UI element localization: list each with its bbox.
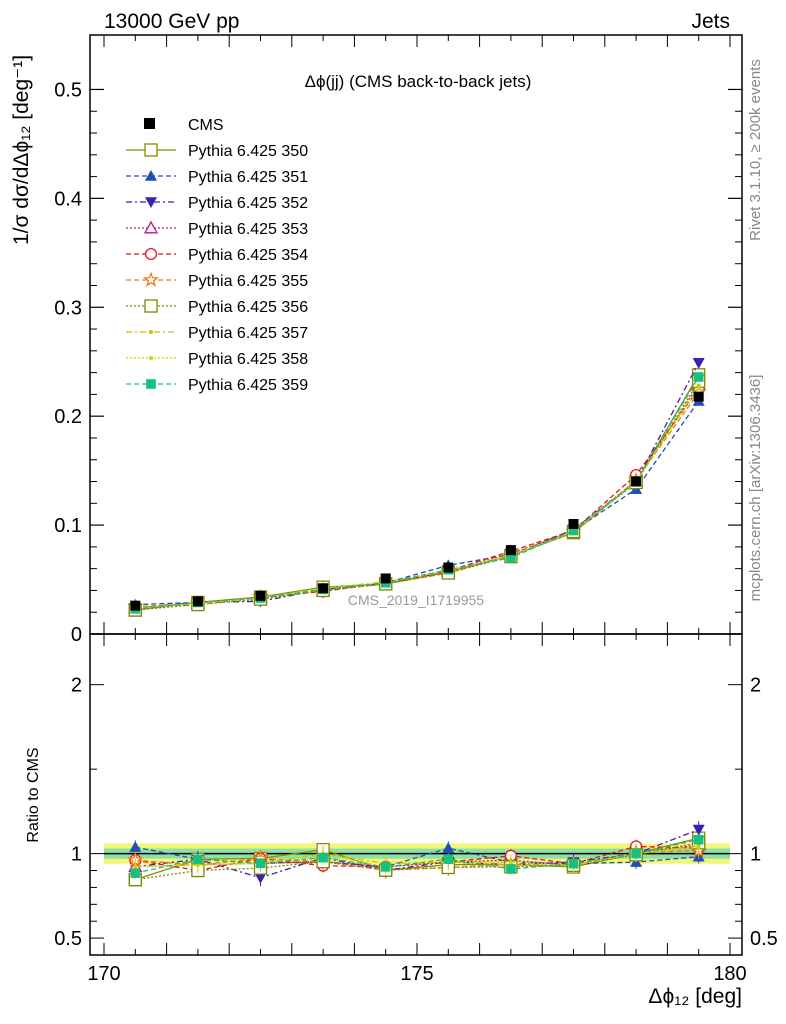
series-359-ratio-point <box>568 858 579 869</box>
series-358-point <box>696 385 701 390</box>
series-355-ratio-line <box>135 849 699 871</box>
series-359-ratio-point <box>506 864 516 874</box>
y-tick-label: 0.3 <box>54 297 82 319</box>
y-axis-label-ratio: Ratio to CMS <box>25 747 42 842</box>
x-tick-label: 170 <box>87 963 120 985</box>
legend-355-marker <box>142 271 160 287</box>
rivet-credit: Rivet 3.1.10, ≥ 200k events <box>747 59 764 241</box>
series-352-line <box>135 362 700 609</box>
legend-358-label: Pythia 6.425 358 <box>188 351 308 368</box>
series-359-ratio-point <box>130 868 141 878</box>
legend-351-marker <box>145 170 157 181</box>
legend-356-marker <box>144 299 158 313</box>
series-359-ratio-point <box>318 852 328 863</box>
watermark: CMS_2019_I1719955 <box>348 592 484 608</box>
legend-354-marker <box>144 247 158 261</box>
ratio-label-text: Ratio to CMS <box>25 747 42 842</box>
ratio-y-tick-label: 2 <box>71 675 82 697</box>
legend-358-marker <box>149 356 153 360</box>
legend-357-marker <box>149 330 153 334</box>
series-359-ratio-point <box>255 858 266 869</box>
series-350-ratio-line <box>135 837 699 881</box>
ratio-y-tick-label-right: 2 <box>750 675 761 697</box>
y-tick-label: 0.2 <box>54 406 82 428</box>
ratio-y-tick-label-right: 0.5 <box>750 928 778 950</box>
main-title: Δϕ(jj) (CMS back-to-back jets) <box>305 72 532 91</box>
cms-data-point <box>631 476 642 487</box>
cms-data-point <box>380 573 391 584</box>
series-359-point <box>568 525 579 536</box>
series-359-ratio-point <box>443 854 454 864</box>
y-tick-label: 0.4 <box>54 188 82 210</box>
series-351-ratio-point <box>442 842 455 853</box>
series-352-ratio-point <box>692 824 705 836</box>
cms-data-point <box>568 519 579 530</box>
series-358-ratio-line <box>135 846 699 868</box>
cms-data-point <box>192 596 203 607</box>
series-351-ratio-point <box>129 841 142 852</box>
series-351-ratio-line <box>135 846 699 868</box>
legend-351-label: Pythia 6.425 351 <box>188 169 308 186</box>
series-352-point <box>692 358 705 369</box>
series-354-ratio-line <box>135 845 699 872</box>
legend-352-label: Pythia 6.425 352 <box>188 195 308 212</box>
x-tick-label: 175 <box>400 963 433 985</box>
series-355-line <box>135 391 700 608</box>
cms-data-point <box>505 545 516 556</box>
series-358-ratio-point <box>508 860 513 865</box>
header-right: Jets <box>691 10 730 33</box>
series-352-ratio-point <box>254 872 267 884</box>
mcplots-credit: mcplots.cern.ch [arXiv:1306.3436] <box>747 375 764 602</box>
series-352-ratio-line <box>135 829 699 879</box>
legend-350-label: Pythia 6.425 350 <box>188 143 308 160</box>
legend-label-cms: CMS <box>188 117 224 134</box>
series-359-ratio-point <box>193 854 203 865</box>
y-tick-label: 0 <box>71 624 82 646</box>
y-axis-label-main: 1/σ dσ/dΔϕ₁₂ [deg⁻¹] <box>10 55 33 245</box>
cms-data-point <box>255 590 266 601</box>
legend-352-marker <box>145 197 157 208</box>
series-359-line <box>135 376 700 610</box>
legend-354-label: Pythia 6.425 354 <box>188 247 308 264</box>
cms-data-point <box>130 600 141 611</box>
cms-data-point <box>318 583 329 594</box>
legend-353-label: Pythia 6.425 353 <box>188 221 308 238</box>
series-358-ratio-point <box>696 845 701 850</box>
main-panel: 0 0.1 0.2 0.3 0.4 0.5 <box>54 34 743 646</box>
ratio-frame <box>89 633 743 956</box>
series-359-point <box>506 552 516 563</box>
x-axis-label: Δϕ₁₂ [deg] <box>648 985 742 1008</box>
legend-357-label: Pythia 6.425 357 <box>188 325 308 342</box>
series-359-point <box>693 372 704 382</box>
legend-350-marker <box>144 143 158 157</box>
series-359-ratio-point <box>631 848 641 859</box>
y-tick-label: 0.1 <box>54 515 82 537</box>
cms-data-point <box>693 391 704 402</box>
series-359-ratio-point <box>693 834 704 845</box>
legend-355-label: Pythia 6.425 355 <box>188 273 308 290</box>
legend-359-label: Pythia 6.425 359 <box>188 377 308 394</box>
series-359-ratio-line <box>135 839 699 874</box>
legend-353-marker <box>143 220 159 234</box>
legend-356-label: Pythia 6.425 356 <box>188 299 308 316</box>
ratio-y-tick-label: 1 <box>71 844 82 866</box>
series-351-line <box>135 400 700 606</box>
ratio-y-tick-label-right: 1 <box>750 844 761 866</box>
legend: CMS Pythia 6.425 350 Pythia 6.425 351 Pythi… <box>126 117 308 394</box>
ratio-y-tick-label: 0.5 <box>54 928 82 950</box>
y-tick-label: 0.5 <box>54 79 82 101</box>
y-axis-label-text: 1/σ dσ/dΔϕ₁₂ [deg⁻¹] <box>10 55 33 245</box>
legend-marker-cms <box>144 118 155 129</box>
header-left: 13000 GeV pp <box>104 10 239 33</box>
series-358-ratio-point <box>133 864 138 869</box>
cms-data-point <box>443 562 454 573</box>
series-359-ratio-point <box>380 862 391 872</box>
legend-359-marker <box>146 379 156 389</box>
x-tick-label: 180 <box>713 963 746 985</box>
